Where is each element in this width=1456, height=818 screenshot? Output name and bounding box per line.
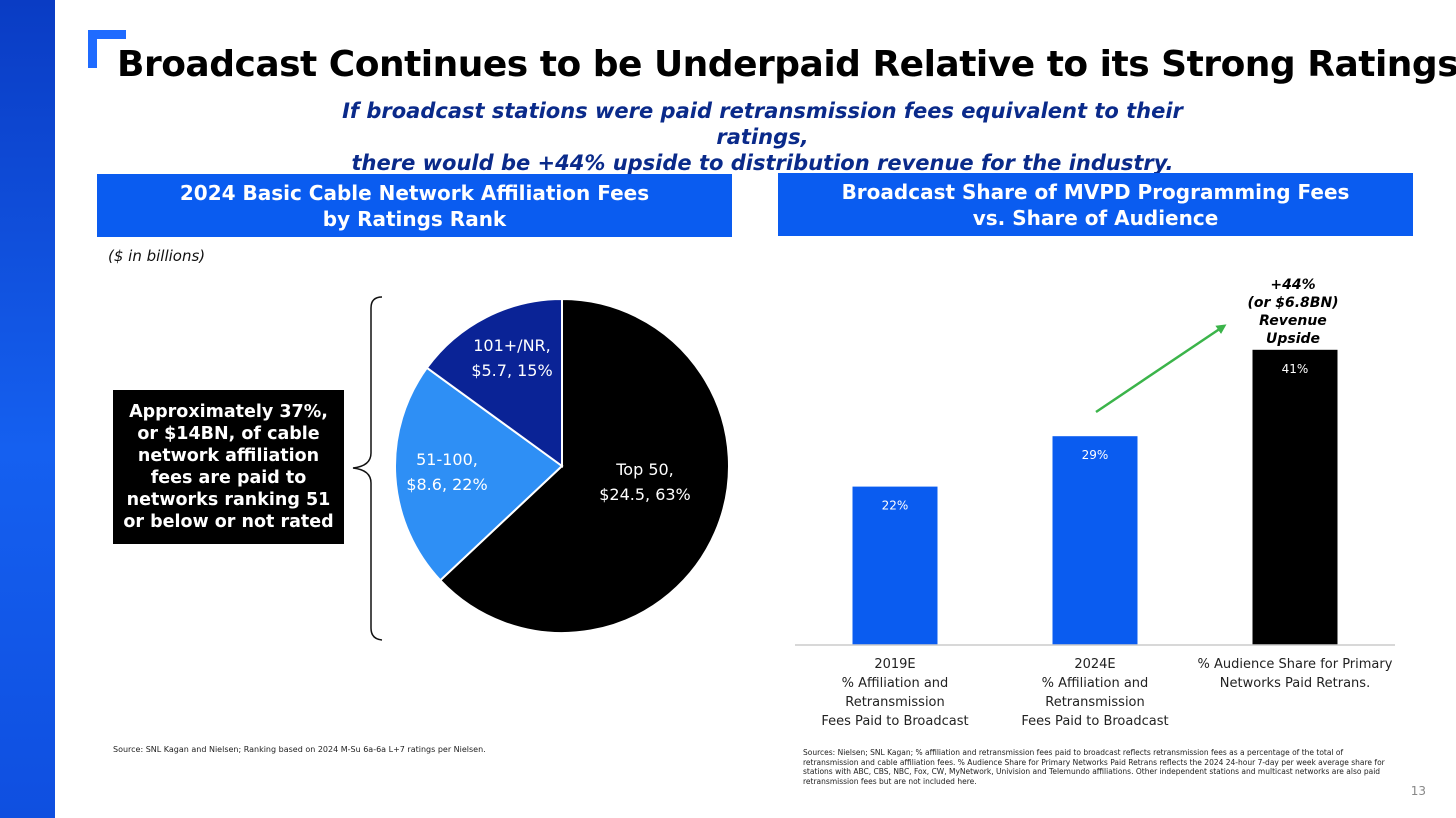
upside-line-4: Upside (1266, 331, 1320, 347)
category-label-2019e-line-2: % Affiliation and Retransmission (841, 676, 949, 710)
category-label-2024e: 2024E % Affiliation and Retransmission F… (995, 655, 1195, 731)
right-panel-title-line-2: vs. Share of Audience (972, 205, 1219, 230)
units-note: ($ in billions) (108, 247, 206, 265)
left-accent-band (0, 0, 55, 818)
bar-2019e-value-label: 22% (882, 499, 909, 513)
bar-chart: 22% 29% 41% +44% (or $6.8BN) Revenue Upsid… (795, 277, 1395, 646)
brace-icon (352, 296, 383, 641)
pie-value-top50: $24.5, 63% (599, 485, 691, 504)
bar-2024e (1052, 436, 1138, 645)
right-source-note: Sources: Nielsen; SNL Kagan; % affiliati… (803, 748, 1385, 786)
bar-audience-share-value-label: 41% (1282, 362, 1309, 376)
pie-slice-51-100 (393, 366, 564, 582)
category-label-2024e-line-3: Fees Paid to Broadcast (1021, 714, 1169, 729)
pie-slice-top50 (438, 297, 730, 634)
subtitle-line-2: there would be +44% upside to distributi… (351, 151, 1174, 175)
left-source-note: Source: SNL Kagan and Nielsen; Ranking b… (113, 745, 486, 754)
upside-line-1: +44% (1270, 277, 1315, 293)
right-panel-header: Broadcast Share of MVPD Programming Fees… (778, 173, 1413, 236)
category-label-2024e-line-1: 2024E (1074, 657, 1116, 672)
pie-label-top50: Top 50, (615, 460, 674, 479)
bar-audience-share (1252, 349, 1338, 645)
bar-series: 22% 29% 41% (852, 349, 1338, 645)
pie-value-51-100: $8.6, 22% (406, 475, 487, 494)
upside-line-3: Revenue (1259, 313, 1327, 329)
category-label-2019e-line-1: 2019E (874, 657, 916, 672)
bar-2024e-value-label: 29% (1082, 448, 1109, 462)
category-label-audience-line-2: Networks Paid Retrans. (1219, 676, 1371, 691)
page-number: 13 (1410, 784, 1426, 798)
right-panel-title-line-1: Broadcast Share of MVPD Programming Fees (841, 179, 1350, 204)
pie-slices (393, 297, 730, 634)
category-label-2024e-line-2: % Affiliation and Retransmission (1041, 676, 1149, 710)
left-panel-title-line-2: by Ratings Rank (322, 206, 507, 231)
page-title: Broadcast Continues to be Underpaid Rela… (117, 44, 1456, 85)
pie-value-101-nr: $5.7, 15% (471, 361, 552, 380)
category-label-2019e-line-3: Fees Paid to Broadcast (821, 714, 969, 729)
left-panel-title-line-1: 2024 Basic Cable Network Affiliation Fee… (179, 180, 650, 205)
page-subtitle: If broadcast stations were paid retransm… (300, 98, 1225, 176)
pie-label-101-nr: 101+/NR, (473, 336, 551, 355)
upside-line-2: (or $6.8BN) (1247, 295, 1338, 311)
corner-bracket-icon (88, 30, 126, 68)
left-panel-header: 2024 Basic Cable Network Affiliation Fee… (97, 174, 732, 237)
bar-2019e (852, 486, 938, 645)
category-label-audience-share: % Audience Share for Primary Networks Pa… (1195, 655, 1395, 693)
upside-arrow-icon (1095, 324, 1227, 414)
pie-label-51-100: 51-100, (416, 450, 478, 469)
callout-box: Approximately 37%, or $14BN, of cable ne… (113, 390, 344, 544)
category-label-2019e: 2019E % Affiliation and Retransmission F… (795, 655, 995, 731)
pie-chart: Top 50, $24.5, 63% 51-100, $8.6, 22% 101… (352, 296, 730, 641)
subtitle-line-1: If broadcast stations were paid retransm… (342, 99, 1183, 149)
category-label-audience-line-1: % Audience Share for Primary (1197, 657, 1393, 672)
pie-slice-101-nr (425, 297, 563, 468)
upside-annotation: +44% (or $6.8BN) Revenue Upside (1247, 277, 1338, 347)
